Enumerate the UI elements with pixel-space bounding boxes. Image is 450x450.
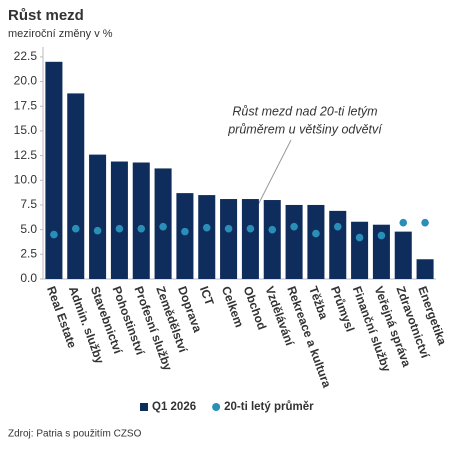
dot xyxy=(421,218,429,227)
annotation-leader xyxy=(257,139,292,206)
bar xyxy=(220,199,238,279)
dot xyxy=(312,229,320,238)
bar xyxy=(372,224,390,279)
annotation: průměrem u většiny odvětví xyxy=(227,122,383,136)
legend-label: Q1 2026 xyxy=(152,401,196,413)
bar xyxy=(241,199,259,279)
dot xyxy=(71,224,80,233)
y-tick-label: 20.0 xyxy=(14,74,38,88)
bar xyxy=(351,221,369,279)
x-tick-label: ICT xyxy=(197,284,217,308)
dot xyxy=(377,231,386,240)
dot xyxy=(137,224,146,233)
y-tick-label: 2.5 xyxy=(20,246,37,260)
bar xyxy=(307,204,325,279)
bar xyxy=(263,200,281,279)
bar xyxy=(132,162,150,279)
y-tick-label: 7.5 xyxy=(20,197,37,211)
dot xyxy=(399,218,408,227)
bar xyxy=(198,195,216,279)
dot xyxy=(93,226,102,235)
bar xyxy=(89,154,107,279)
legend-label: 20-ti letý průměr xyxy=(224,401,314,413)
legend-swatch xyxy=(140,403,148,411)
bar xyxy=(110,161,128,279)
y-tick-label: 0.0 xyxy=(20,271,37,285)
dot xyxy=(159,222,167,231)
dot xyxy=(115,224,124,233)
dot xyxy=(290,222,298,231)
y-tick-label: 12.5 xyxy=(14,148,38,162)
dot xyxy=(246,224,255,233)
legend-swatch xyxy=(212,403,221,411)
dot xyxy=(50,230,58,239)
source: Zdroj: Patria s použitím CZSO xyxy=(8,429,142,440)
chart-subtitle: meziroční změny v % xyxy=(8,28,113,40)
dot xyxy=(181,227,189,236)
y-tick-label: 17.5 xyxy=(14,98,38,112)
bar xyxy=(67,93,85,280)
dot xyxy=(355,233,364,242)
y-tick-label: 5.0 xyxy=(20,222,37,236)
dot xyxy=(202,223,211,232)
dot xyxy=(333,222,342,231)
bar xyxy=(416,259,434,279)
bar xyxy=(285,204,303,279)
bar xyxy=(394,231,412,279)
dot xyxy=(268,225,277,234)
bar xyxy=(176,193,194,279)
chart-title: Růst mezd xyxy=(8,7,84,24)
annotation: Růst mezd nad 20-ti letým xyxy=(232,104,377,118)
y-tick-label: 22.5 xyxy=(14,49,38,63)
y-tick-label: 10.0 xyxy=(14,172,38,186)
dot xyxy=(224,224,233,233)
bar xyxy=(45,61,63,280)
y-tick-label: 15.0 xyxy=(14,123,38,137)
bar xyxy=(329,210,347,279)
